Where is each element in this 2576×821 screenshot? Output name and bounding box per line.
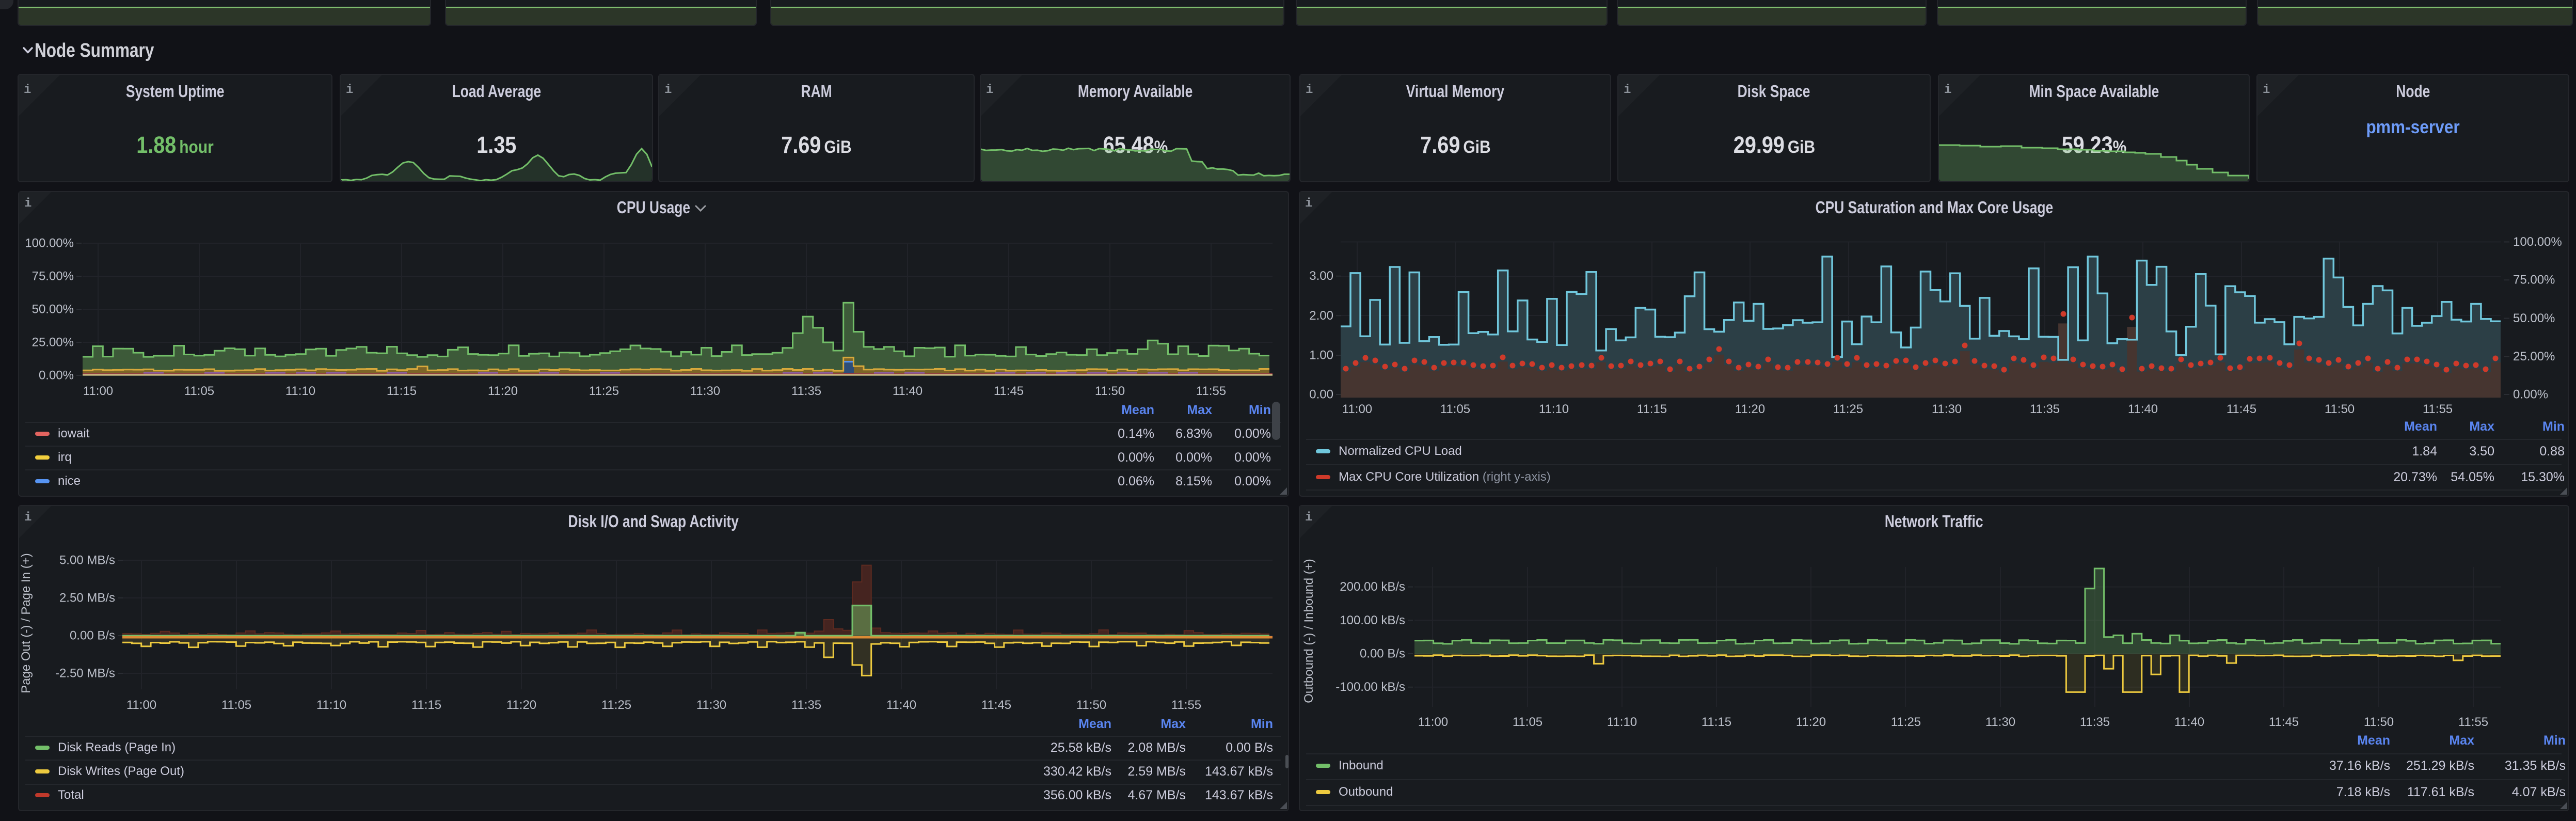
svg-text:11:40: 11:40 (2128, 402, 2158, 416)
svg-text:11:00: 11:00 (83, 384, 113, 398)
svg-text:11:00: 11:00 (1418, 715, 1448, 729)
svg-text:11:55: 11:55 (1171, 698, 1201, 712)
svg-text:11:30: 11:30 (690, 384, 720, 398)
svg-text:11:20: 11:20 (506, 698, 536, 712)
svg-text:100.00%: 100.00% (2513, 235, 2562, 249)
svg-text:11:15: 11:15 (411, 698, 441, 712)
svg-text:100.00 kB/s: 100.00 kB/s (1340, 613, 1405, 627)
svg-text:25.00%: 25.00% (32, 336, 74, 350)
svg-text:11:10: 11:10 (1607, 715, 1637, 729)
svg-text:11:50: 11:50 (1095, 384, 1125, 398)
svg-text:11:45: 11:45 (2269, 715, 2299, 729)
svg-text:1.00: 1.00 (1309, 349, 1333, 362)
svg-text:11:05: 11:05 (1513, 715, 1543, 729)
svg-text:50.00%: 50.00% (32, 303, 74, 317)
svg-text:50.00%: 50.00% (2513, 311, 2555, 325)
svg-text:11:25: 11:25 (601, 698, 631, 712)
svg-text:11:35: 11:35 (2030, 402, 2060, 416)
svg-text:11:30: 11:30 (1985, 715, 2015, 729)
svg-text:11:05: 11:05 (221, 698, 251, 712)
svg-text:11:45: 11:45 (994, 384, 1024, 398)
svg-text:100.00%: 100.00% (25, 236, 74, 250)
svg-text:11:55: 11:55 (2423, 402, 2453, 416)
svg-text:11:15: 11:15 (1637, 402, 1667, 416)
svg-text:11:50: 11:50 (1076, 698, 1106, 712)
svg-text:11:35: 11:35 (791, 384, 821, 398)
svg-text:5.00 MB/s: 5.00 MB/s (59, 554, 115, 567)
svg-text:11:10: 11:10 (1539, 402, 1569, 416)
svg-text:11:05: 11:05 (184, 384, 214, 398)
svg-text:11:25: 11:25 (1891, 715, 1921, 729)
svg-text:11:55: 11:55 (1196, 384, 1226, 398)
svg-text:11:15: 11:15 (387, 384, 417, 398)
svg-text:11:25: 11:25 (589, 384, 619, 398)
svg-text:11:50: 11:50 (2325, 402, 2355, 416)
svg-text:11:10: 11:10 (316, 698, 346, 712)
svg-text:75.00%: 75.00% (32, 270, 74, 283)
svg-text:11:45: 11:45 (981, 698, 1011, 712)
svg-text:Outbound (-) / Inbound (+): Outbound (-) / Inbound (+) (1302, 559, 1316, 703)
svg-text:11:10: 11:10 (285, 384, 315, 398)
svg-text:11:20: 11:20 (1735, 402, 1765, 416)
svg-text:0.00 B/s: 0.00 B/s (70, 629, 115, 643)
svg-text:11:05: 11:05 (1440, 402, 1470, 416)
svg-text:11:50: 11:50 (2364, 715, 2394, 729)
svg-text:0.00%: 0.00% (2513, 388, 2548, 402)
svg-text:-2.50 MB/s: -2.50 MB/s (55, 667, 115, 681)
svg-text:2.00: 2.00 (1309, 309, 1333, 323)
svg-text:2.50 MB/s: 2.50 MB/s (59, 591, 115, 605)
svg-text:200.00 kB/s: 200.00 kB/s (1340, 580, 1405, 594)
svg-text:11:55: 11:55 (2458, 715, 2488, 729)
svg-text:11:45: 11:45 (2227, 402, 2256, 416)
svg-text:0.00: 0.00 (1309, 388, 1333, 402)
svg-text:0.00 B/s: 0.00 B/s (1360, 647, 1405, 661)
svg-text:75.00%: 75.00% (2513, 273, 2555, 287)
svg-text:11:20: 11:20 (1796, 715, 1826, 729)
svg-text:11:30: 11:30 (1932, 402, 1962, 416)
svg-text:11:40: 11:40 (886, 698, 916, 712)
svg-text:11:15: 11:15 (1702, 715, 1731, 729)
svg-text:Page Out (-) / Page In (+): Page Out (-) / Page In (+) (19, 553, 33, 693)
svg-text:11:20: 11:20 (488, 384, 518, 398)
svg-text:11:35: 11:35 (2080, 715, 2110, 729)
svg-text:25.00%: 25.00% (2513, 350, 2555, 364)
svg-text:0.00%: 0.00% (39, 369, 74, 383)
svg-text:11:00: 11:00 (126, 698, 156, 712)
svg-text:11:00: 11:00 (1342, 402, 1372, 416)
svg-text:-100.00 kB/s: -100.00 kB/s (1335, 680, 1405, 694)
svg-text:11:35: 11:35 (791, 698, 821, 712)
svg-text:3.00: 3.00 (1309, 269, 1333, 283)
svg-text:11:30: 11:30 (696, 698, 726, 712)
svg-text:11:25: 11:25 (1833, 402, 1863, 416)
svg-text:11:40: 11:40 (893, 384, 923, 398)
svg-text:11:40: 11:40 (2174, 715, 2204, 729)
